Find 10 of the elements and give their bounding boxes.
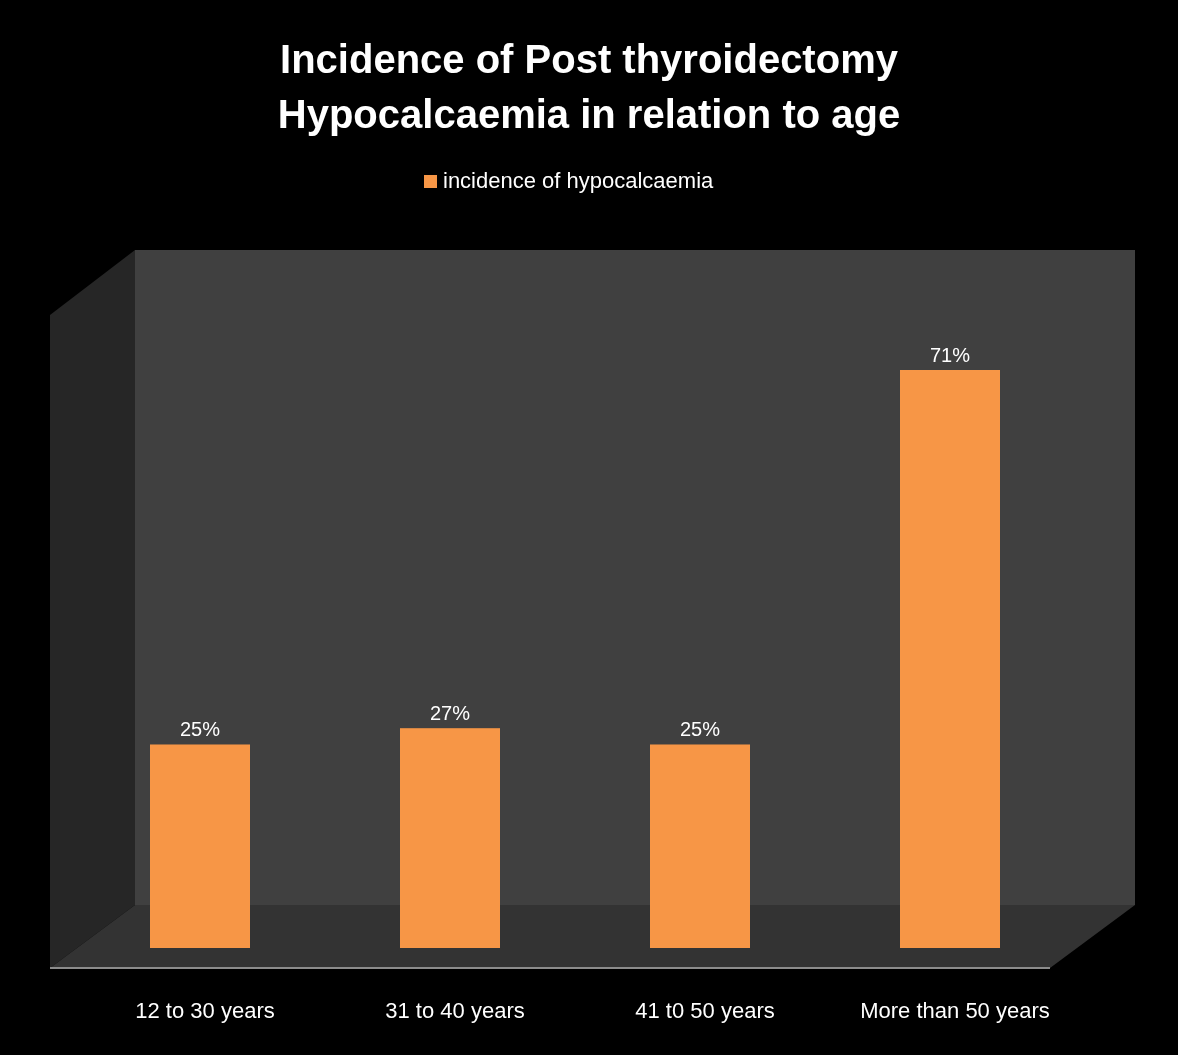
x-tick-label: More than 50 years [860, 998, 1050, 1023]
data-label: 25% [679, 718, 721, 741]
x-tick-label: 31 to 40 years [385, 998, 525, 1023]
x-tick-label: 41 t0 50 years [635, 998, 775, 1023]
data-label: 27% [429, 702, 471, 725]
x-tick-label: 12 to 30 years [135, 998, 275, 1023]
data-label: 25% [179, 718, 221, 741]
chart-title: Incidence of Post thyroidectomy Hypocalcaemia in relation to age [277, 37, 901, 136]
legend-label: incidence of hypocalcaemia [443, 168, 715, 193]
data-label: 71% [929, 344, 971, 366]
